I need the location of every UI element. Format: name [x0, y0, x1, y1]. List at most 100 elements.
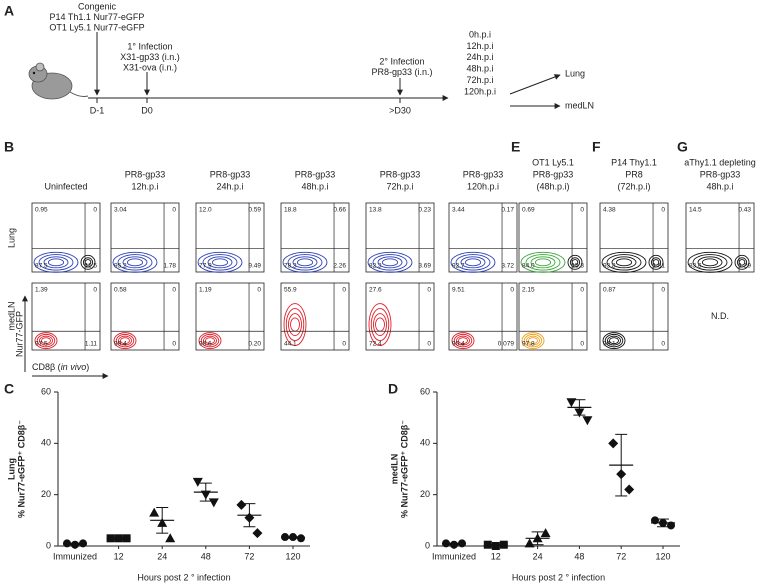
- panel-letter: G: [677, 139, 688, 155]
- x-axis-title: Hours post 2 ° infection: [137, 572, 230, 582]
- contour-line: [611, 256, 637, 269]
- contour-line: [606, 254, 642, 271]
- column-header: Uninfected: [44, 181, 87, 191]
- quadrant-value: 1.78: [163, 263, 176, 270]
- x-tick-label: 48: [574, 551, 584, 561]
- column-header: PR8-gp33: [295, 169, 336, 179]
- flow-plot: [448, 282, 518, 351]
- contour: [198, 332, 222, 350]
- quadrant-value: 0.87: [603, 287, 616, 294]
- contour-line: [39, 335, 53, 346]
- timeline-label: D-1: [90, 105, 105, 115]
- timepoint-label: 72h.p.i: [466, 75, 493, 85]
- quadrant-value: 82.3: [369, 263, 382, 270]
- data-point: [244, 512, 255, 523]
- data-point: [483, 540, 492, 549]
- quadrant-value: 1.81: [652, 263, 665, 270]
- contour-line: [456, 335, 470, 346]
- quadrant-value: 77.9: [199, 263, 212, 270]
- quadrant-value: 0: [661, 207, 665, 214]
- column-header: 12h.p.i: [131, 181, 158, 191]
- quadrant-value: 12.0: [199, 207, 212, 214]
- y-tick-label: 40: [41, 438, 51, 448]
- data-point: [582, 416, 593, 426]
- contour-line: [523, 333, 543, 348]
- x-axis-label-part: ): [86, 362, 89, 372]
- quadrant-value: 0.20: [248, 341, 261, 348]
- contour-line: [82, 257, 94, 268]
- contour-line: [112, 251, 158, 273]
- y-tick-label: 20: [420, 489, 430, 499]
- contour-line: [520, 251, 566, 273]
- contour-line: [450, 251, 496, 273]
- data-point: [540, 528, 551, 538]
- flow-plot: [518, 282, 588, 351]
- flow-plot: [195, 202, 265, 273]
- x-tick-label: Immunized: [53, 551, 97, 561]
- quadrant-value: 0: [342, 287, 346, 294]
- quadrant-value: 0.17: [501, 207, 514, 214]
- contour-line: [602, 332, 626, 350]
- contour: [33, 251, 96, 273]
- row-label: medLN: [6, 301, 16, 330]
- quadrant-value: 0.59: [248, 207, 261, 214]
- data-point: [297, 534, 305, 543]
- column-header: PR8-gp33: [700, 169, 741, 179]
- column-header: (72h.p.i): [617, 181, 650, 191]
- quadrant-value: 11.5: [85, 263, 98, 270]
- y-axis-title: % Nur77-eGFP⁺ CD8β⁻: [399, 420, 409, 518]
- primary-infection-text: X31-gp33 (i.n.): [120, 52, 180, 62]
- quadrant-value: 83.6: [689, 263, 702, 270]
- column-header: 48h.p.i: [706, 181, 733, 191]
- contour-line: [36, 333, 56, 348]
- contour-line: [207, 256, 233, 269]
- not-determined: N.D.: [711, 311, 729, 321]
- quadrant-value: 0: [427, 287, 431, 294]
- contour: [520, 251, 583, 273]
- flow-plot: [599, 202, 669, 273]
- data-point: [165, 533, 176, 543]
- y-tick-label: 60: [41, 386, 51, 396]
- contour-line: [211, 258, 229, 267]
- quadrant-value: 0: [580, 341, 584, 348]
- contour-line: [381, 258, 399, 267]
- x-tick-label: 12: [491, 551, 501, 561]
- quadrant-value: 97.8: [522, 341, 535, 348]
- flow-plot: [31, 202, 101, 273]
- quadrant-value: 3.72: [501, 263, 514, 270]
- column-header: 24h.p.i: [216, 181, 243, 191]
- quadrant-value: 95.2: [114, 263, 127, 270]
- flow-plot: [365, 282, 435, 351]
- quadrant-value: 13.8: [369, 207, 382, 214]
- panel-letter: A: [4, 3, 14, 19]
- data-point: [252, 528, 263, 539]
- y-axis-title: % Nur77-eGFP⁺ CD8β⁻: [16, 420, 26, 518]
- contour: [113, 332, 137, 350]
- contour-line: [528, 337, 538, 345]
- outcome-label: medLN: [565, 100, 594, 110]
- quadrant-value: 0.69: [522, 207, 535, 214]
- flow-plot: [685, 202, 755, 273]
- contour-line: [202, 254, 238, 271]
- quadrant-value: 0: [172, 341, 176, 348]
- contour: [112, 251, 158, 273]
- column-header: PR8-gp33: [380, 169, 421, 179]
- column-header: aThy1.1 depleting: [684, 157, 756, 167]
- contour-line: [122, 256, 148, 269]
- contour: [34, 332, 58, 350]
- contour-line: [373, 313, 387, 336]
- data-point: [458, 539, 466, 548]
- contour-line: [736, 257, 748, 268]
- data-point: [289, 533, 297, 542]
- x-axis-label: CD8β (in vivo): [32, 362, 89, 372]
- quadrant-value: 0: [257, 287, 261, 294]
- contour: [282, 251, 328, 273]
- quadrant-value: 0: [510, 287, 514, 294]
- quadrant-value: 90.4: [452, 341, 465, 348]
- data-point: [667, 521, 675, 530]
- timeline: [88, 32, 561, 109]
- quadrant-value: 0: [580, 207, 584, 214]
- data-point: [149, 507, 160, 517]
- contour-line: [569, 257, 581, 268]
- secondary-infection-text: PR8-gp33 (i.n.): [371, 67, 432, 77]
